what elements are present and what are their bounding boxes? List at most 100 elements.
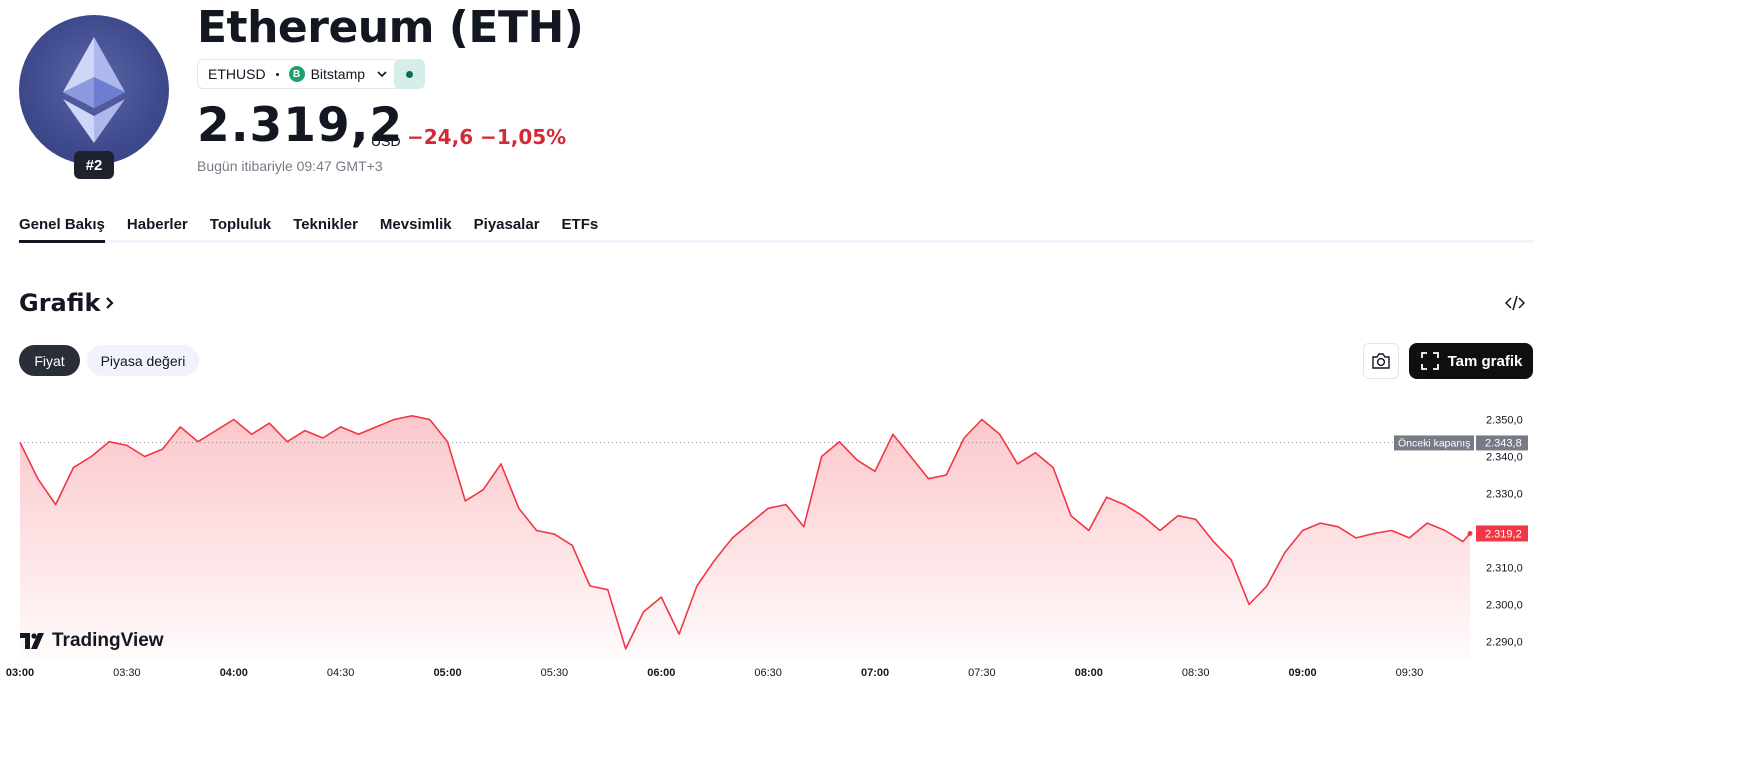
price-point <box>1105 496 1107 498</box>
chart-section-link[interactable]: Grafik <box>19 289 116 317</box>
x-tick-label: 05:30 <box>541 667 569 679</box>
prev-close-label: Önceki kapanış <box>1398 437 1470 449</box>
price-point <box>803 526 805 528</box>
price-point <box>322 437 324 439</box>
tab-seasonals[interactable]: Mevsimlik <box>379 216 452 233</box>
code-icon <box>1505 295 1525 311</box>
price-point <box>393 418 395 420</box>
price-point <box>90 455 92 457</box>
y-tick-label: 2.340,0 <box>1486 452 1523 464</box>
price-point <box>945 474 947 476</box>
price-point <box>233 418 235 420</box>
price-point <box>999 433 1001 435</box>
price-point <box>1408 537 1410 539</box>
bitstamp-icon: B <box>288 66 305 82</box>
x-tick-label: 03:00 <box>6 667 34 679</box>
price-point <box>660 596 662 598</box>
section-title: Grafik <box>19 289 101 317</box>
tab-etfs[interactable]: ETFs <box>561 216 599 233</box>
price-point <box>1462 540 1464 542</box>
price-point <box>1159 529 1161 531</box>
market-status-indicator[interactable] <box>394 59 425 89</box>
chip-price[interactable]: Fiyat <box>19 345 80 376</box>
y-tick-label: 2.290,0 <box>1486 637 1523 649</box>
price-timestamp: Bugün itibariyle 09:47 GMT+3 <box>197 158 383 174</box>
price-point <box>482 489 484 491</box>
tab-overview[interactable]: Genel Bakış <box>19 212 105 243</box>
price-point <box>892 433 894 435</box>
price-point <box>1123 503 1125 505</box>
tab-news[interactable]: Haberler <box>126 216 188 233</box>
tradingview-branding: TradingView <box>20 630 164 652</box>
price-point <box>1034 452 1036 454</box>
price-line <box>19 415 1471 650</box>
tab-technicals[interactable]: Teknikler <box>293 216 358 233</box>
price-point <box>37 478 39 480</box>
prev-close-value-bg <box>1476 435 1528 451</box>
page-title: Ethereum (ETH) <box>197 2 584 53</box>
x-tick-label: 07:30 <box>968 667 996 679</box>
price-area-fill <box>20 415 1470 660</box>
status-dot-icon <box>406 70 413 78</box>
x-tick-label: 06:00 <box>647 667 675 679</box>
price-point <box>856 459 858 461</box>
price-point <box>874 470 876 472</box>
full-chart-label: Tam grafik <box>1447 352 1523 370</box>
embed-code-button[interactable] <box>1500 290 1530 316</box>
price-point <box>72 466 74 468</box>
price-point <box>981 418 983 420</box>
price-point <box>215 429 217 431</box>
y-tick-label: 2.350,0 <box>1486 415 1523 427</box>
exchange-label: Bitstamp <box>310 66 366 82</box>
tab-community[interactable]: Topluluk <box>209 216 272 233</box>
chip-market-cap[interactable]: Piyasa değeri <box>87 345 199 376</box>
price-point <box>642 611 644 613</box>
price-point <box>250 433 252 435</box>
price-point <box>553 533 555 535</box>
price-point <box>785 503 787 505</box>
price-point <box>518 507 520 509</box>
price-point <box>500 463 502 465</box>
price-point <box>179 426 181 428</box>
symbol-exchange-selector[interactable]: ETHUSD B Bitstamp <box>197 59 401 89</box>
tab-markets[interactable]: Piyasalar <box>473 216 540 233</box>
price-point <box>1301 529 1303 531</box>
camera-icon <box>1372 353 1390 369</box>
price-point <box>1088 529 1090 531</box>
price-point <box>625 648 627 650</box>
x-tick-label: 08:00 <box>1075 667 1103 679</box>
price-point <box>1230 559 1232 561</box>
price-point <box>535 529 537 531</box>
snapshot-button[interactable] <box>1363 343 1399 379</box>
price-point <box>1141 515 1143 517</box>
price-point <box>1426 522 1428 524</box>
separator-dot <box>275 72 279 76</box>
price-change: −24,6 −1,05% <box>407 125 567 149</box>
price-point <box>1444 529 1446 531</box>
x-tick-label: 09:00 <box>1288 667 1316 679</box>
price-point <box>161 448 163 450</box>
price-point <box>304 429 306 431</box>
price-point <box>1195 518 1197 520</box>
full-chart-button[interactable]: Tam grafik <box>1409 343 1533 379</box>
x-tick-label: 03:30 <box>113 667 141 679</box>
price-point <box>1337 526 1339 528</box>
price-point <box>411 415 413 417</box>
price-point <box>731 537 733 539</box>
tradingview-label: TradingView <box>52 630 164 651</box>
ethereum-logo <box>19 15 169 165</box>
last-price-dot <box>1467 530 1473 536</box>
price-chart[interactable]: 2.350,02.340,02.330,02.320,02.310,02.300… <box>0 395 1540 765</box>
price-point <box>963 437 965 439</box>
price-point <box>446 441 448 443</box>
price-point <box>286 441 288 443</box>
price-point <box>108 441 110 443</box>
chart-svg: 2.350,02.340,02.330,02.320,02.310,02.300… <box>6 415 1528 679</box>
x-tick-label: 06:30 <box>754 667 782 679</box>
price-point <box>607 589 609 591</box>
tab-bar: Genel Bakış Haberler Topluluk Teknikler … <box>19 212 1533 243</box>
price-point <box>429 418 431 420</box>
price-point <box>1355 537 1357 539</box>
price-point <box>339 426 341 428</box>
price-point <box>820 455 822 457</box>
